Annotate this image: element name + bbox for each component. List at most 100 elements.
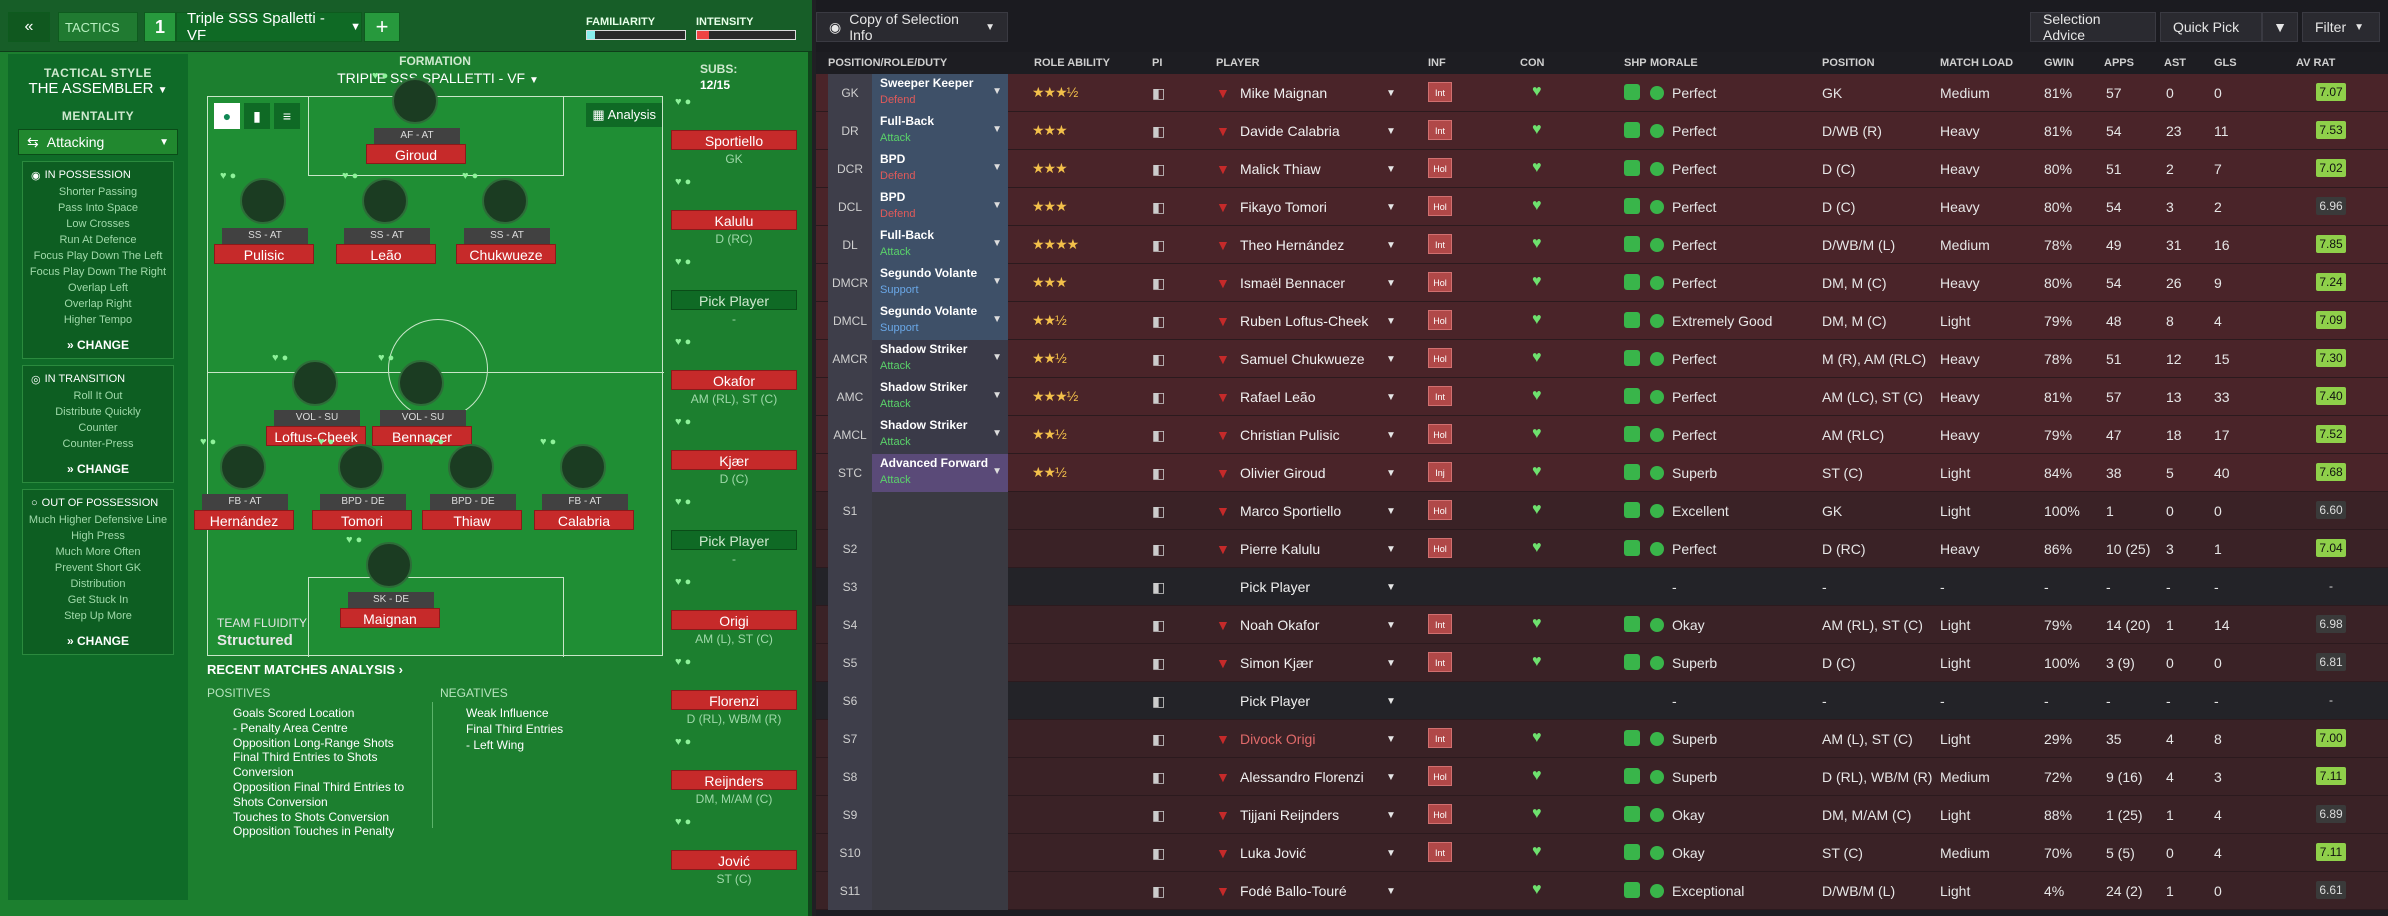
- sub-name[interactable]: Okafor: [671, 370, 797, 390]
- position-slot[interactable]: STC: [828, 454, 872, 492]
- position-slot[interactable]: S1: [828, 492, 872, 530]
- player-role[interactable]: FB - AT: [542, 494, 628, 510]
- position-slot[interactable]: S11: [828, 872, 872, 910]
- pick-player-dropdown[interactable]: Pick Player: [671, 290, 797, 310]
- column-header[interactable]: APPS: [2104, 57, 2134, 69]
- player-name[interactable]: Christian Pulisic: [1240, 427, 1340, 443]
- tab-tactics[interactable]: TACTICS: [58, 12, 138, 42]
- table-row[interactable]: AMCL Shadow Striker Attack ▼ ★★½ ◧ ▼ Christian …: [816, 416, 2388, 454]
- player-name[interactable]: Leão: [336, 244, 436, 264]
- player-name[interactable]: Pulisic: [214, 244, 314, 264]
- player-name[interactable]: Tijjani Reijnders: [1240, 807, 1340, 823]
- sub-name[interactable]: Jović: [671, 850, 797, 870]
- player-card[interactable]: ♥ ● SS - AT Leão: [336, 170, 436, 285]
- table-row[interactable]: S7 ◧ ▼ Divock Origi ▼ Int ♥ Superb AM (L), ST (C…: [816, 720, 2388, 758]
- position-slot[interactable]: DCR: [828, 150, 872, 188]
- player-name[interactable]: Fikayo Tomori: [1240, 199, 1327, 215]
- column-header[interactable]: GLS: [2214, 57, 2237, 69]
- player-name[interactable]: Theo Hernández: [1240, 237, 1345, 253]
- player-card[interactable]: ♥ ● SK - DE Maignan: [340, 534, 440, 649]
- role-selector[interactable]: Segundo Volante Support ▼: [872, 264, 1008, 302]
- column-header[interactable]: MATCH LOAD: [1940, 57, 2014, 69]
- player-instructions-icon[interactable]: ◧: [1152, 465, 1166, 481]
- position-slot[interactable]: GK: [828, 74, 872, 112]
- player-name[interactable]: Thiaw: [422, 510, 522, 530]
- player-role[interactable]: BPD - DE: [430, 494, 516, 510]
- player-role[interactable]: BPD - DE: [320, 494, 406, 510]
- column-header[interactable]: SHP: [1624, 57, 1647, 69]
- back-button[interactable]: «: [8, 12, 50, 42]
- position-slot[interactable]: DCL: [828, 188, 872, 226]
- role-selector[interactable]: Full-Back Attack ▼: [872, 226, 1008, 264]
- player-name[interactable]: Chukwueze: [456, 244, 556, 264]
- chevron-down-icon[interactable]: ▼: [1386, 164, 1396, 175]
- player-role[interactable]: SS - AT: [344, 228, 430, 244]
- chevron-down-icon[interactable]: ▼: [1386, 620, 1396, 631]
- column-header[interactable]: POSITION: [1822, 57, 1875, 69]
- chevron-down-icon[interactable]: ▼: [1386, 582, 1396, 593]
- player-instructions-icon[interactable]: ◧: [1152, 617, 1166, 633]
- chevron-down-icon[interactable]: ▼: [1386, 316, 1396, 327]
- player-instructions-icon[interactable]: ◧: [1152, 123, 1166, 139]
- intensity-bar[interactable]: [696, 30, 796, 40]
- tactical-style-value[interactable]: THE ASSEMBLER ▼: [8, 80, 188, 97]
- player-role[interactable]: SK - DE: [348, 592, 434, 608]
- player-instructions-icon[interactable]: ◧: [1152, 807, 1166, 823]
- position-slot[interactable]: S3: [828, 568, 872, 606]
- player-instructions-icon[interactable]: ◧: [1152, 769, 1166, 785]
- player-instructions-icon[interactable]: ◧: [1152, 655, 1166, 671]
- position-slot[interactable]: DMCL: [828, 302, 872, 340]
- role-selector[interactable]: Full-Back Attack ▼: [872, 112, 1008, 150]
- table-row[interactable]: S6 ◧ Pick Player ▼ - - - - - - - -: [816, 682, 2388, 720]
- formation-dropdown[interactable]: TRIPLE SSS SPALLETTI - VF ▼: [318, 70, 558, 86]
- column-header[interactable]: CON: [1520, 57, 1545, 69]
- position-slot[interactable]: S4: [828, 606, 872, 644]
- table-row[interactable]: AMC Shadow Striker Attack ▼ ★★★½ ◧ ▼ Rafael Leã…: [816, 378, 2388, 416]
- table-row[interactable]: S9 ◧ ▼ Tijjani Reijnders ▼ Hol ♥ Okay DM, M/AM (…: [816, 796, 2388, 834]
- sub-name[interactable]: Origi: [671, 610, 797, 630]
- player-name[interactable]: Olivier Giroud: [1240, 465, 1326, 481]
- stats-view-icon[interactable]: ▮: [244, 103, 270, 129]
- player-name[interactable]: Davide Calabria: [1240, 123, 1340, 139]
- position-slot[interactable]: S10: [828, 834, 872, 872]
- quick-pick-chevron-icon[interactable]: ▼: [2262, 12, 2298, 42]
- mentality-dropdown[interactable]: ⇆ Attacking ▼: [18, 129, 178, 155]
- position-slot[interactable]: S5: [828, 644, 872, 682]
- change-out-of-possession-button[interactable]: » CHANGE: [66, 634, 130, 648]
- sub-name[interactable]: Sportiello: [671, 130, 797, 150]
- player-card[interactable]: ♥ ● AF - AT Giroud: [366, 70, 466, 185]
- chevron-down-icon[interactable]: ▼: [1386, 468, 1396, 479]
- chevron-down-icon[interactable]: ▼: [1386, 240, 1396, 251]
- player-role[interactable]: VOL - SU: [380, 410, 466, 426]
- role-selector[interactable]: BPD Defend ▼: [872, 150, 1008, 188]
- chevron-down-icon[interactable]: ▼: [1386, 430, 1396, 441]
- sub-name[interactable]: Kjær: [671, 450, 797, 470]
- chevron-down-icon[interactable]: ▼: [1386, 544, 1396, 555]
- player-role[interactable]: FB - AT: [202, 494, 288, 510]
- player-name[interactable]: Ruben Loftus-Cheek: [1240, 313, 1369, 329]
- table-row[interactable]: GK Sweeper Keeper Defend ▼ ★★★½ ◧ ▼ Mike Maigna…: [816, 74, 2388, 112]
- player-name[interactable]: Hernández: [194, 510, 294, 530]
- player-instructions-icon[interactable]: ◧: [1152, 427, 1166, 443]
- role-selector[interactable]: Segundo Volante Support ▼: [872, 302, 1008, 340]
- column-header[interactable]: AV RAT: [2296, 57, 2336, 69]
- chevron-down-icon[interactable]: ▼: [1386, 772, 1396, 783]
- player-name[interactable]: Mike Maignan: [1240, 85, 1328, 101]
- player-instructions-icon[interactable]: ◧: [1152, 845, 1166, 861]
- player-role[interactable]: SS - AT: [222, 228, 308, 244]
- column-header[interactable]: MORALE: [1650, 57, 1698, 69]
- player-instructions-icon[interactable]: ◧: [1152, 503, 1166, 519]
- table-row[interactable]: DL Full-Back Attack ▼ ★★★★ ◧ ▼ Theo Hernández ▼ I…: [816, 226, 2388, 264]
- filter-dropdown[interactable]: Filter ▼: [2302, 12, 2380, 42]
- table-row[interactable]: DR Full-Back Attack ▼ ★★★ ◧ ▼ Davide Calabria ▼ I…: [816, 112, 2388, 150]
- player-name[interactable]: Pierre Kalulu: [1240, 541, 1321, 557]
- chevron-down-icon[interactable]: ▼: [1386, 202, 1396, 213]
- chevron-down-icon[interactable]: ▼: [1386, 354, 1396, 365]
- position-slot[interactable]: S9: [828, 796, 872, 834]
- player-name[interactable]: Marco Sportiello: [1240, 503, 1342, 519]
- player-name[interactable]: Divock Origi: [1240, 731, 1316, 747]
- copy-selection-dropdown[interactable]: ◉ Copy of Selection Info ▼: [816, 11, 1008, 43]
- role-selector[interactable]: Shadow Striker Attack ▼: [872, 340, 1008, 378]
- chevron-down-icon[interactable]: ▼: [1386, 848, 1396, 859]
- position-slot[interactable]: AMCR: [828, 340, 872, 378]
